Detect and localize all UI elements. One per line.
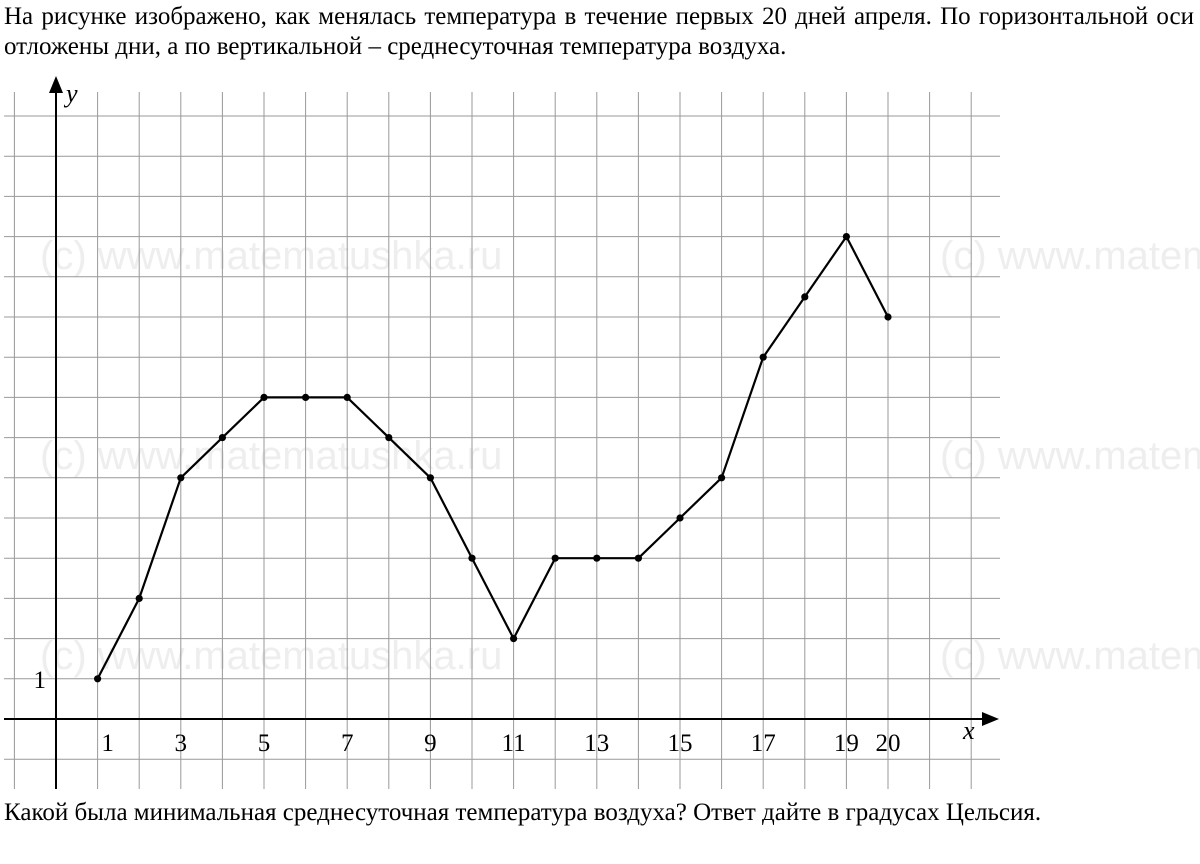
data-point: [385, 434, 393, 442]
data-point: [718, 474, 726, 482]
data-point: [759, 353, 767, 361]
axes: [4, 76, 999, 789]
watermark-text: (c) www.matematushka.ru: [940, 434, 1200, 478]
series-line: [96, 235, 889, 680]
data-point: [343, 393, 351, 401]
watermark-text: (c) www.matematushka.ru: [940, 634, 1200, 678]
x-tick-label: 20: [876, 730, 901, 757]
data-point: [468, 554, 476, 562]
data-point: [218, 434, 226, 442]
x-tick-label: 13: [584, 730, 609, 757]
watermark-text: (c) www.matematushka.ru: [40, 234, 502, 278]
x-tick-label: 5: [258, 730, 271, 757]
tick-labels: xy1 3 5 7 9 11 13 15 17 19 201: [34, 79, 976, 757]
question-text: Какой была минимальная среднесуточная те…: [4, 799, 1042, 826]
data-point: [801, 293, 809, 301]
grid: [4, 92, 1000, 789]
x-axis-label: x: [962, 716, 975, 745]
y-tick-label: 1: [34, 667, 47, 694]
data-point: [260, 393, 268, 401]
x-tick-label: 1: [101, 730, 114, 757]
y-axis-label: y: [63, 79, 78, 108]
data-point: [634, 554, 643, 562]
data-point: [842, 233, 851, 241]
x-tick-label: 11: [502, 730, 526, 757]
x-axis-arrow: [982, 712, 999, 726]
data-point: [177, 474, 185, 482]
x-tick-label: 9: [424, 730, 437, 757]
data-point: [509, 635, 518, 643]
intro-text: На рисунке изображено, как менялась темп…: [4, 3, 1194, 60]
watermark-layer: (c) www.matematushka.ru (c) www.matematus…: [40, 234, 1200, 678]
data-point: [551, 554, 559, 562]
data-point: [593, 554, 601, 562]
watermark-text: (c) www.matematushka.ru: [40, 434, 502, 478]
watermark-text: (c) www.matematushka.ru: [940, 234, 1200, 278]
x-tick-label: 7: [341, 730, 354, 757]
x-tick-label: 19: [834, 730, 859, 757]
series-temperature: [94, 233, 892, 683]
data-point: [676, 514, 684, 522]
data-point: [94, 675, 102, 683]
temperature-chart: (c) www.matematushka.ru (c) www.matematus…: [4, 76, 1200, 789]
data-point: [135, 594, 143, 603]
data-point: [884, 313, 892, 321]
y-axis-arrow: [49, 76, 63, 93]
x-tick-label: 3: [175, 730, 188, 757]
data-point: [302, 393, 310, 401]
x-tick-label: 17: [751, 730, 776, 757]
x-tick-label: 15: [668, 730, 693, 757]
data-point: [426, 474, 434, 482]
